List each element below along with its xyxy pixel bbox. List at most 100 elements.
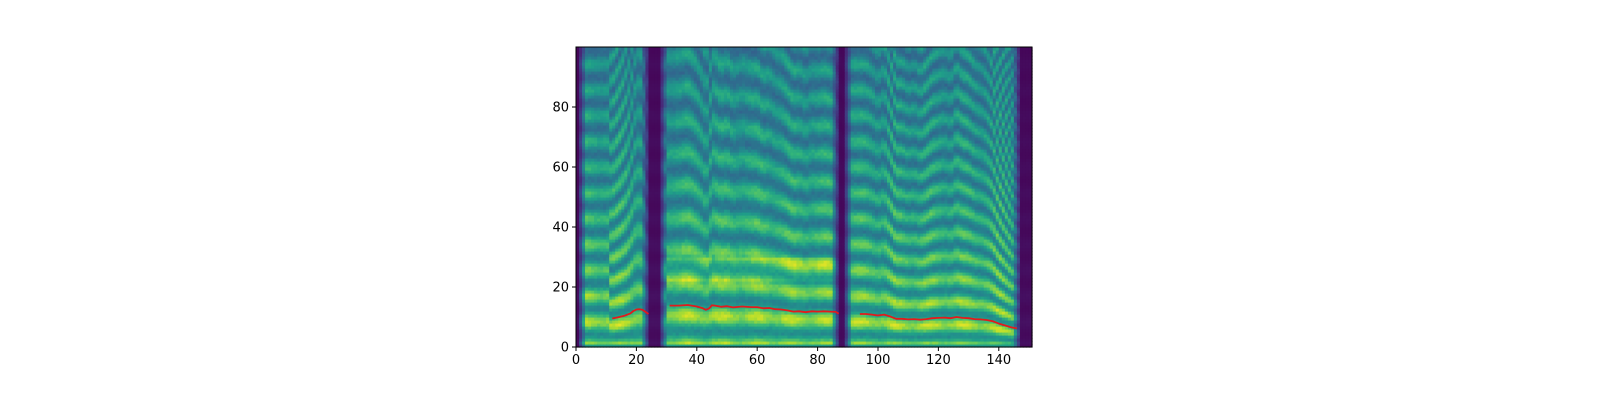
heatmap-cell (639, 221, 644, 225)
heatmap-cell (585, 89, 589, 93)
heatmap-cell (576, 230, 580, 234)
heatmap-cell (600, 137, 604, 141)
heatmap-cell (600, 344, 604, 348)
heatmap-cell (609, 314, 613, 318)
heatmap-cell (594, 281, 598, 285)
heatmap-cell (609, 233, 613, 237)
heatmap-cell (615, 197, 619, 201)
heatmap-cell (645, 140, 650, 144)
heatmap-cell (645, 215, 650, 219)
heatmap-cell (603, 131, 607, 135)
heatmap-cell (636, 302, 641, 306)
heatmap-cell (618, 260, 622, 264)
heatmap-cell (627, 323, 631, 327)
heatmap-cell (594, 104, 598, 108)
heatmap-cell (630, 143, 634, 147)
heatmap-cell (588, 221, 592, 225)
heatmap-cell (636, 203, 641, 207)
heatmap-cell (579, 215, 583, 219)
heatmap-cell (627, 89, 631, 93)
heatmap-cell (612, 128, 616, 132)
heatmap-cell (645, 137, 650, 141)
heatmap-cell (624, 68, 628, 72)
heatmap-cell (633, 221, 637, 225)
heatmap-cell (606, 164, 610, 168)
heatmap-cell (582, 191, 586, 195)
heatmap-cell (636, 164, 641, 168)
heatmap-cell (597, 53, 601, 57)
heatmap-cell (642, 269, 647, 273)
heatmap-cell (606, 113, 610, 117)
heatmap-cell (636, 272, 641, 276)
heatmap-cell (606, 326, 610, 330)
heatmap-cell (579, 257, 583, 261)
heatmap-cell (627, 287, 631, 291)
heatmap-cell (609, 260, 613, 264)
heatmap-cell (582, 239, 586, 243)
heatmap-cell (645, 185, 650, 189)
heatmap-cell (645, 248, 650, 252)
heatmap-cell (579, 335, 583, 339)
heatmap-cell (576, 308, 580, 312)
heatmap-cell (585, 248, 589, 252)
heatmap-cell (588, 119, 592, 123)
heatmap-cell (588, 146, 592, 150)
heatmap-cell (630, 176, 634, 180)
heatmap-cell (618, 272, 622, 276)
heatmap-cell (633, 53, 637, 57)
heatmap-cell (624, 284, 628, 288)
heatmap-cell (594, 152, 598, 156)
heatmap-cell (606, 341, 610, 345)
heatmap-cell (597, 251, 601, 255)
heatmap-cell (642, 305, 647, 309)
heatmap-cell (606, 296, 610, 300)
heatmap-cell (594, 185, 598, 189)
heatmap-cell (639, 56, 644, 60)
heatmap-cell (597, 62, 601, 66)
heatmap-cell (576, 209, 580, 213)
heatmap-cell (603, 83, 607, 87)
heatmap-cell (585, 299, 589, 303)
heatmap-cell (591, 203, 595, 207)
heatmap-cell (597, 242, 601, 246)
heatmap-cell (600, 47, 604, 51)
heatmap-cell (636, 224, 641, 228)
heatmap-cell (603, 188, 607, 192)
heatmap-cell (597, 302, 601, 306)
heatmap-cell (627, 344, 631, 348)
heatmap-cell (597, 173, 601, 177)
heatmap-cell (615, 344, 619, 348)
heatmap-cell (630, 296, 634, 300)
heatmap-cell (630, 236, 634, 240)
heatmap-cell (576, 104, 580, 108)
heatmap-cell (621, 305, 625, 309)
heatmap-cell (642, 110, 647, 114)
heatmap-cell (633, 191, 637, 195)
heatmap-cell (588, 62, 592, 66)
heatmap-cell (585, 332, 589, 336)
heatmap-cell (609, 335, 613, 339)
heatmap-cell (588, 194, 592, 198)
heatmap-cell (612, 302, 616, 306)
heatmap-cell (642, 266, 647, 270)
heatmap-cell (642, 56, 647, 60)
heatmap-cell (588, 110, 592, 114)
heatmap-cell (582, 311, 586, 315)
heatmap-cell (624, 344, 628, 348)
heatmap-cell (579, 53, 583, 57)
heatmap-cell (579, 59, 583, 63)
heatmap-cell (600, 62, 604, 66)
heatmap-cell (627, 182, 631, 186)
heatmap-cell (600, 254, 604, 258)
heatmap-cell (585, 287, 589, 291)
heatmap-cell (633, 305, 637, 309)
heatmap-cell (609, 128, 613, 132)
heatmap-cell (627, 74, 631, 78)
heatmap-cell (636, 185, 641, 189)
heatmap-cell (642, 233, 647, 237)
heatmap-cell (606, 239, 610, 243)
heatmap-cell (621, 284, 625, 288)
heatmap-cell (630, 149, 634, 153)
heatmap-cell (576, 185, 580, 189)
heatmap-cell (633, 227, 637, 231)
